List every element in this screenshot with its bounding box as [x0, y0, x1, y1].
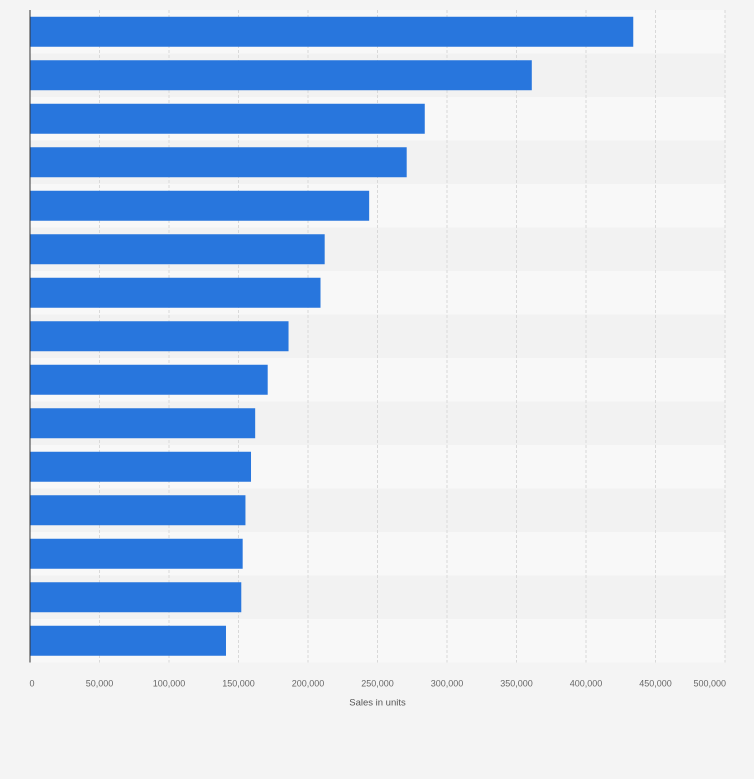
x-tick-label: 300,000 [431, 679, 464, 689]
x-tick-label: 400,000 [570, 679, 603, 689]
bar [30, 60, 532, 91]
bar [30, 147, 407, 178]
bar [30, 408, 256, 439]
bar [30, 190, 370, 221]
x-tick-labels: 0 50,000 100,000 150,000 200,000 250,000 300,0… [29, 679, 726, 689]
x-tick-label: 450,000 [639, 679, 672, 689]
x-tick-label: 350,000 [500, 679, 533, 689]
bar [30, 495, 246, 526]
bar [30, 103, 425, 134]
bar [30, 321, 289, 352]
bar [30, 277, 321, 308]
bar [30, 364, 268, 395]
bar [30, 538, 243, 569]
x-tick-label: 150,000 [222, 679, 255, 689]
x-tick-label: 250,000 [361, 679, 394, 689]
x-tick-label: 0 [29, 679, 34, 689]
x-axis-title: Sales in units [349, 698, 406, 709]
bar [30, 625, 226, 656]
bar [30, 234, 325, 265]
bars [30, 16, 634, 656]
x-tick-label: 100,000 [153, 679, 186, 689]
x-tick-label: 200,000 [292, 679, 325, 689]
bar [30, 16, 634, 47]
x-tick-label: 50,000 [86, 679, 114, 689]
bar [30, 451, 252, 482]
x-tick-label: 500,000 [693, 679, 726, 689]
bar [30, 582, 242, 613]
